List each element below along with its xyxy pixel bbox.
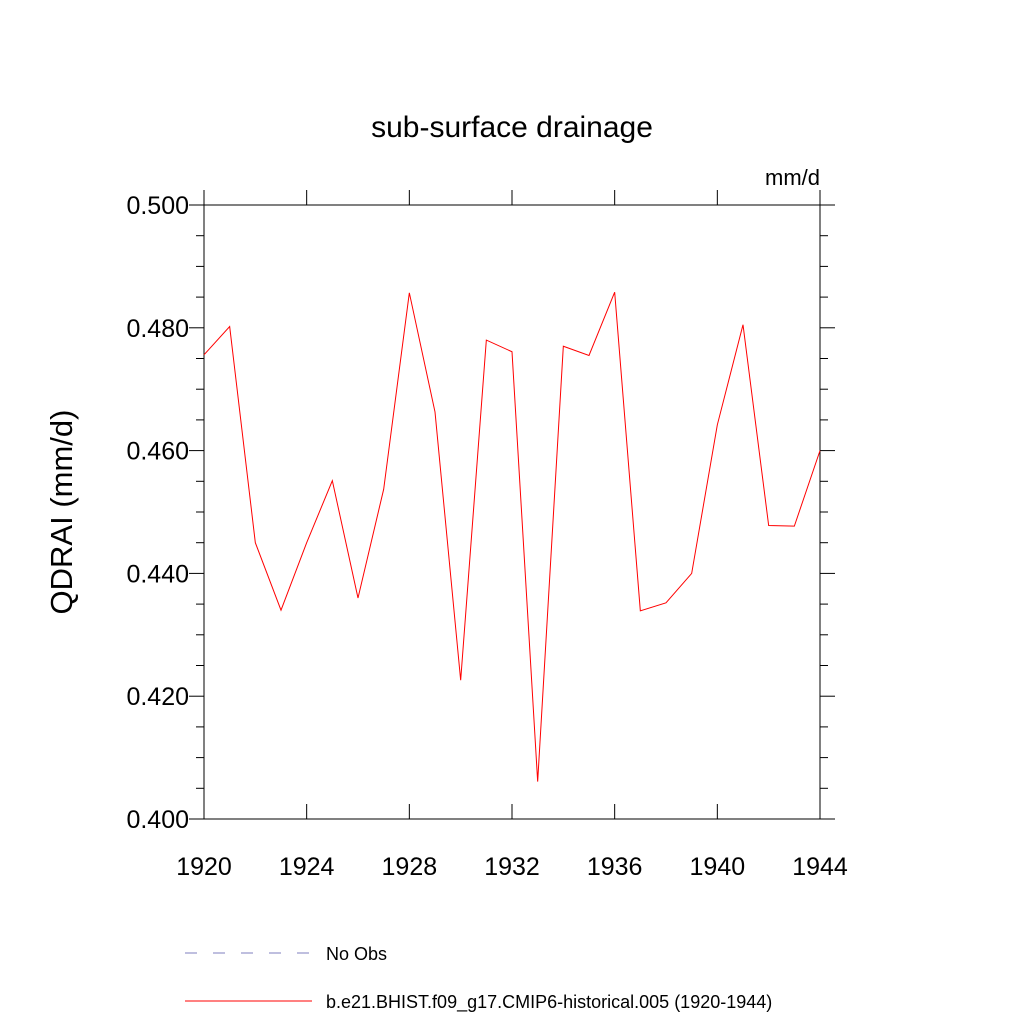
data-point <box>614 292 615 293</box>
x-tick-label: 1920 <box>176 853 232 881</box>
x-tick-label: 1936 <box>587 853 643 881</box>
data-point <box>332 480 333 481</box>
data-point <box>383 489 384 490</box>
data-point <box>281 610 282 611</box>
data-points <box>204 292 821 782</box>
legend-label-no-obs: No Obs <box>326 944 387 964</box>
data-point <box>229 326 230 327</box>
axis-ticks <box>189 190 835 820</box>
x-tick-label: 1944 <box>792 853 848 881</box>
units-label: mm/d <box>765 165 820 190</box>
y-tick-label: 0.500 <box>126 192 189 220</box>
x-tick-label: 1932 <box>484 853 540 881</box>
y-axis-label: QDRAI (mm/d) <box>44 410 79 615</box>
y-tick-label: 0.440 <box>126 560 189 588</box>
data-point <box>743 324 744 325</box>
data-point <box>820 450 821 451</box>
data-point <box>666 602 667 603</box>
plot-frame <box>203 204 821 820</box>
data-point <box>255 542 256 543</box>
data-point <box>486 340 487 341</box>
x-tick-label: 1940 <box>690 853 746 881</box>
data-point <box>537 781 538 782</box>
y-tick-label: 0.460 <box>126 438 189 466</box>
data-point <box>435 411 436 412</box>
x-tick-label: 1928 <box>382 853 438 881</box>
legend: No Obs b.e21.BHIST.f09_g17.CMIP6-histori… <box>185 944 772 1013</box>
data-point <box>512 351 513 352</box>
data-point <box>640 610 641 611</box>
data-point <box>717 424 718 425</box>
data-point <box>563 346 564 347</box>
data-point <box>306 542 307 543</box>
data-point <box>691 573 692 574</box>
legend-label-model: b.e21.BHIST.f09_g17.CMIP6-historical.005… <box>326 992 772 1013</box>
x-tick-label: 1924 <box>279 853 335 881</box>
y-tick-label: 0.420 <box>126 683 189 711</box>
data-point <box>768 525 769 526</box>
tick-labels: 1920 1924 1928 1932 1936 1940 1944 0.400 0.420 0.… <box>126 192 847 881</box>
y-tick-label: 0.400 <box>126 806 189 834</box>
chart-title: sub-surface drainage <box>371 111 653 144</box>
data-point <box>204 354 205 355</box>
data-point <box>589 355 590 356</box>
data-point <box>460 680 461 681</box>
data-point <box>409 292 410 293</box>
series-line <box>203 292 821 782</box>
y-tick-label: 0.480 <box>126 315 189 343</box>
data-point <box>794 526 795 527</box>
data-point <box>358 597 359 598</box>
